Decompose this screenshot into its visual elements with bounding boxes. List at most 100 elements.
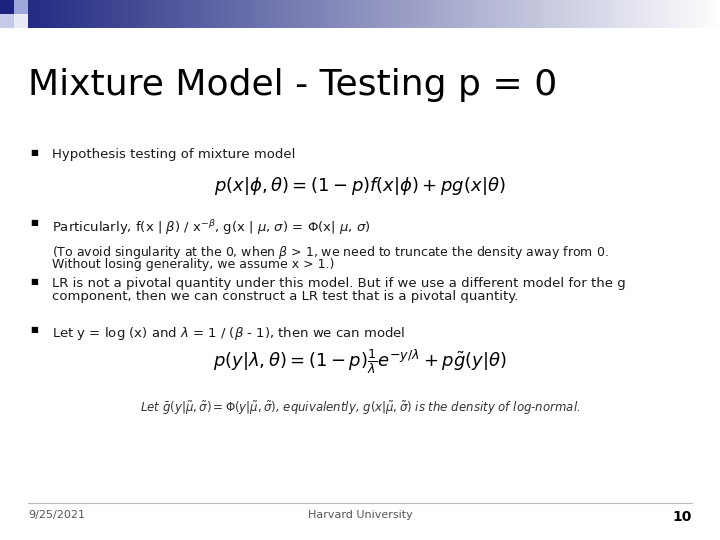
Text: $p(y|\lambda, \theta) = (1-p)\frac{1}{\lambda}e^{-y/\lambda} + p\tilde{g}(y|\the: $p(y|\lambda, \theta) = (1-p)\frac{1}{\l… <box>213 347 507 376</box>
Bar <box>619 0 623 28</box>
Bar <box>270 0 274 28</box>
Bar <box>536 0 540 28</box>
Bar <box>547 0 551 28</box>
Bar <box>173 0 176 28</box>
Bar <box>338 0 342 28</box>
Bar <box>670 0 673 28</box>
Bar <box>205 0 209 28</box>
Text: Let y = log (x) and $\lambda$ = 1 / ($\beta$ - 1), then we can model: Let y = log (x) and $\lambda$ = 1 / ($\b… <box>52 325 405 342</box>
Bar <box>569 0 572 28</box>
Bar <box>0 14 14 28</box>
Bar <box>353 0 356 28</box>
Bar <box>238 0 241 28</box>
Bar <box>29 0 32 28</box>
Bar <box>601 0 605 28</box>
Bar <box>695 0 698 28</box>
Bar <box>500 0 504 28</box>
Bar <box>277 0 281 28</box>
Bar <box>454 0 457 28</box>
Bar <box>68 0 72 28</box>
Bar <box>317 0 320 28</box>
Bar <box>457 0 461 28</box>
Bar <box>407 0 410 28</box>
Bar <box>79 0 83 28</box>
Bar <box>562 0 565 28</box>
Bar <box>403 0 407 28</box>
Bar <box>302 0 306 28</box>
Bar <box>461 0 464 28</box>
Bar <box>698 0 702 28</box>
Bar <box>7 0 11 28</box>
Bar <box>493 0 497 28</box>
Bar <box>198 0 202 28</box>
Bar <box>533 0 536 28</box>
Bar <box>144 0 148 28</box>
Bar <box>245 0 248 28</box>
Bar <box>558 0 562 28</box>
Bar <box>104 0 108 28</box>
Bar <box>184 0 187 28</box>
Bar <box>508 0 511 28</box>
Bar <box>504 0 508 28</box>
Bar <box>97 0 101 28</box>
Bar <box>565 0 569 28</box>
Bar <box>335 0 338 28</box>
Bar <box>356 0 360 28</box>
Bar <box>659 0 662 28</box>
Bar <box>230 0 234 28</box>
Text: component, then we can construct a LR test that is a pivotal quantity.: component, then we can construct a LR te… <box>52 290 518 303</box>
Bar <box>274 0 277 28</box>
Bar <box>709 0 713 28</box>
Bar <box>306 0 310 28</box>
Bar <box>468 0 472 28</box>
Bar <box>702 0 706 28</box>
Bar <box>130 0 133 28</box>
Text: Mixture Model - Testing p = 0: Mixture Model - Testing p = 0 <box>28 68 557 102</box>
Text: LR is not a pivotal quantity under this model. But if we use a different model f: LR is not a pivotal quantity under this … <box>52 277 626 290</box>
Bar <box>349 0 353 28</box>
Bar <box>472 0 475 28</box>
Bar <box>396 0 400 28</box>
Bar <box>227 0 230 28</box>
Bar <box>58 0 61 28</box>
Bar <box>515 0 518 28</box>
Bar <box>371 0 374 28</box>
Bar <box>526 0 529 28</box>
Bar <box>14 14 28 28</box>
Bar <box>421 0 425 28</box>
Text: ■: ■ <box>30 277 38 286</box>
Bar <box>479 0 482 28</box>
Bar <box>594 0 598 28</box>
Bar <box>551 0 554 28</box>
Bar <box>4 0 7 28</box>
Text: (To avoid singularity at the 0, when $\beta$ > 1, we need to truncate the densit: (To avoid singularity at the 0, when $\b… <box>52 244 608 261</box>
Bar <box>101 0 104 28</box>
Bar <box>392 0 396 28</box>
Bar <box>346 0 349 28</box>
Text: 9/25/2021: 9/25/2021 <box>28 510 85 520</box>
Text: ■: ■ <box>30 218 38 227</box>
Bar <box>76 0 79 28</box>
Bar <box>248 0 252 28</box>
Bar <box>540 0 544 28</box>
Bar <box>223 0 227 28</box>
Bar <box>482 0 486 28</box>
Bar <box>587 0 590 28</box>
Bar <box>662 0 666 28</box>
Bar <box>259 0 263 28</box>
Bar <box>374 0 378 28</box>
Bar <box>54 0 58 28</box>
Bar <box>446 0 450 28</box>
Bar <box>518 0 522 28</box>
Bar <box>673 0 677 28</box>
Bar <box>83 0 86 28</box>
Bar <box>648 0 652 28</box>
Bar <box>475 0 479 28</box>
Bar <box>22 0 25 28</box>
Bar <box>716 0 720 28</box>
Bar <box>580 0 583 28</box>
Bar <box>544 0 547 28</box>
Bar <box>644 0 648 28</box>
Bar <box>677 0 680 28</box>
Bar <box>86 0 90 28</box>
